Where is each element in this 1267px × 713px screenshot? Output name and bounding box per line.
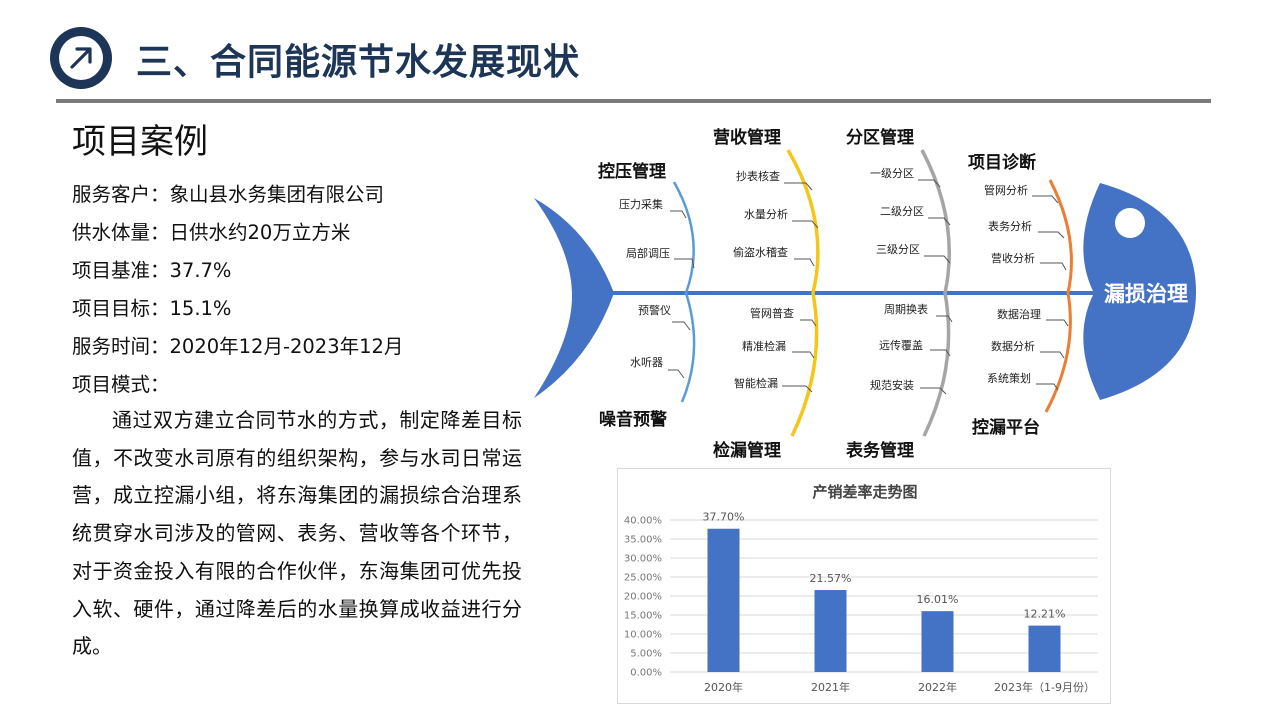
category-diagnosis: 项目诊断 (968, 152, 1036, 173)
item-label: 三级分区 (876, 243, 920, 256)
item-label: 一级分区 (870, 167, 914, 180)
category-revenue: 营收管理 (713, 127, 781, 148)
bar (814, 590, 847, 672)
arrow-up-right-icon (50, 27, 112, 89)
zoning-bone (920, 149, 951, 437)
category-noise: 噪音预警 (599, 409, 667, 430)
baseline-line: 项目基准：37.7% (72, 259, 232, 282)
item-label: 水听器 (630, 356, 663, 369)
y-tick-label: 10.00% (624, 630, 662, 641)
pressure-bone (672, 181, 696, 403)
data-label: 12.21% (1024, 608, 1066, 621)
item-ticks (668, 179, 1069, 395)
fish-tail (534, 198, 614, 398)
item-label: 预警仪 (638, 303, 671, 317)
x-tick-label: 2023年（1-9月份） (994, 680, 1095, 694)
data-label: 21.57% (810, 572, 852, 585)
y-tick-label: 35.00% (624, 535, 662, 546)
x-tick-label: 2021年 (811, 680, 850, 694)
bar (707, 528, 740, 672)
page-title: 三、合同能源节水发展现状 (136, 42, 581, 83)
category-pressure: 控压管理 (598, 161, 666, 182)
item-label: 周期换表 (884, 302, 928, 316)
revenue-bone (786, 149, 820, 437)
item-label: 局部调压 (626, 246, 670, 260)
y-tick-label: 0.00% (630, 668, 662, 679)
item-label: 数据分析 (991, 339, 1035, 353)
data-label: 16.01% (917, 593, 959, 606)
item-label: 数据治理 (997, 307, 1041, 321)
item-label: 营收分析 (991, 251, 1035, 265)
target-line: 项目目标：15.1% (72, 297, 232, 320)
item-label: 管网分析 (984, 183, 1028, 197)
period-line: 服务时间：2020年12月-2023年12月 (72, 335, 404, 358)
fish-eye (1115, 208, 1145, 238)
y-tick-label: 5.00% (630, 649, 662, 660)
y-tick-label: 30.00% (624, 554, 662, 565)
category-zoning: 分区管理 (846, 127, 914, 148)
client-line: 服务客户：象山县水务集团有限公司 (72, 183, 385, 206)
fish-head-label: 漏损治理 (1104, 282, 1188, 306)
item-label: 二级分区 (880, 205, 924, 218)
fishbone-diagram: 漏损治理 控压管理 噪音预警 营收管理 检漏管理 分区管理 表务管理 项目诊断 … (534, 127, 1196, 461)
item-label: 抄表核查 (736, 169, 780, 183)
item-label: 规范安装 (870, 378, 914, 392)
loss-rate-chart: 产销差率走势图 0.00% 5.00% 10.00% 15.00% 20.00% 25.0… (617, 468, 1111, 704)
data-label: 37.70% (703, 511, 745, 524)
category-meter: 表务管理 (846, 440, 914, 461)
x-tick-label: 2022年 (918, 680, 957, 694)
item-label: 系统策划 (987, 371, 1031, 385)
item-label: 偷盗水稽查 (733, 245, 788, 259)
category-leak-detect: 检漏管理 (713, 440, 781, 461)
y-tick-label: 15.00% (624, 611, 662, 622)
item-label: 智能检漏 (734, 376, 778, 390)
bar (1028, 625, 1061, 672)
item-label: 管网普查 (750, 306, 794, 320)
section-heading: 项目案例 (72, 122, 208, 162)
item-label: 精准检漏 (742, 339, 786, 353)
item-label: 压力采集 (619, 197, 663, 211)
chart-canvas: 产销差率走势图 0.00% 5.00% 10.00% 15.00% 20.00% 25.0… (624, 483, 1098, 694)
y-tick-label: 25.00% (624, 573, 662, 584)
y-tick-label: 20.00% (624, 592, 662, 603)
supply-line: 供水体量：日供水约20万立方米 (72, 221, 351, 244)
x-tick-label: 2020年 (704, 680, 743, 694)
fish-head (1083, 183, 1196, 400)
category-platform: 控漏平台 (972, 417, 1040, 438)
y-tick-label: 40.00% (624, 516, 662, 527)
chart-title: 产销差率走势图 (812, 483, 917, 501)
bar (921, 611, 954, 672)
mode-label: 项目模式： (72, 373, 170, 396)
item-label: 远传覆盖 (879, 338, 923, 352)
item-label: 表务分析 (988, 219, 1032, 233)
project-description: 通过双方建立合同节水的方式，制定降差目标值，不改变水司原有的组织架构，参与水司日… (72, 408, 522, 659)
title-divider (56, 99, 1211, 103)
diagnosis-bone (1044, 179, 1073, 413)
item-label: 水量分析 (744, 207, 788, 221)
